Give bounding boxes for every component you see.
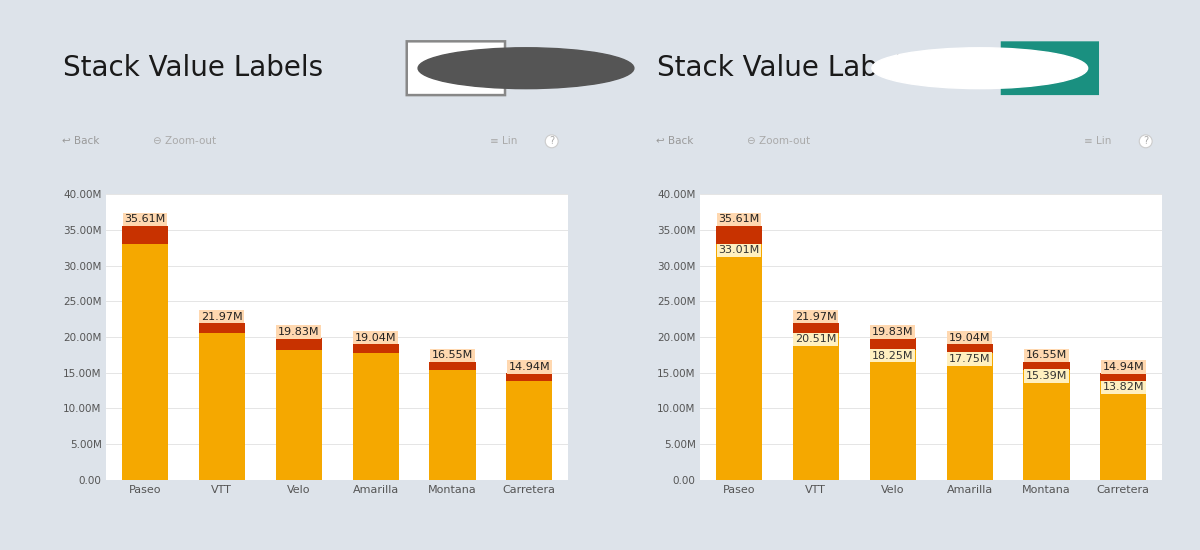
Text: 20.51M: 20.51M [796, 334, 836, 344]
Bar [870, 350, 916, 480]
Text: ⊖ Zoom-out: ⊖ Zoom-out [748, 136, 810, 146]
Text: On: On [1022, 59, 1050, 77]
Text: ↩ Back: ↩ Back [656, 136, 694, 146]
Bar [870, 338, 916, 350]
Text: 21.97M: 21.97M [200, 312, 242, 322]
Text: 14.94M: 14.94M [1103, 362, 1144, 372]
Text: 19.04M: 19.04M [355, 333, 396, 343]
Bar [430, 370, 475, 480]
Text: 19.83M: 19.83M [278, 327, 319, 337]
Bar [353, 353, 398, 480]
Bar [1100, 381, 1146, 480]
Text: ?: ? [550, 136, 554, 146]
Bar [793, 323, 839, 333]
Text: Stack Value Labels: Stack Value Labels [656, 54, 917, 82]
Text: 14.94M: 14.94M [509, 362, 550, 372]
Text: Stack Value Labels: Stack Value Labels [62, 54, 323, 82]
Text: 18.25M: 18.25M [872, 350, 913, 361]
Bar [353, 344, 398, 353]
Text: 35.61M: 35.61M [719, 214, 760, 224]
Bar [947, 344, 992, 353]
Bar [199, 323, 245, 333]
Text: 16.55M: 16.55M [1026, 350, 1067, 360]
Bar [276, 350, 322, 480]
Bar [506, 381, 552, 480]
Bar [122, 244, 168, 480]
Text: 21.97M: 21.97M [794, 312, 836, 322]
Bar [793, 333, 839, 480]
Text: 19.04M: 19.04M [949, 333, 990, 343]
Text: 15.39M: 15.39M [1026, 371, 1067, 381]
Bar [122, 226, 168, 244]
Bar [506, 373, 552, 381]
Text: ≡ Lin: ≡ Lin [1085, 136, 1111, 146]
Circle shape [418, 48, 634, 89]
Text: ↩ Back: ↩ Back [62, 136, 100, 146]
Text: ?: ? [1144, 136, 1148, 146]
Bar [947, 353, 992, 480]
Text: 33.01M: 33.01M [719, 245, 760, 255]
Bar [276, 338, 322, 350]
Bar [716, 244, 762, 480]
Bar [716, 226, 762, 244]
FancyBboxPatch shape [407, 41, 505, 95]
Bar [1100, 373, 1146, 381]
Text: 13.82M: 13.82M [1103, 382, 1144, 392]
Text: Off: Off [456, 59, 482, 77]
FancyBboxPatch shape [1001, 41, 1099, 95]
Circle shape [872, 48, 1087, 89]
Text: 16.55M: 16.55M [432, 350, 473, 360]
Bar [199, 333, 245, 480]
Bar [1024, 362, 1069, 370]
Text: ⊖ Zoom-out: ⊖ Zoom-out [154, 136, 216, 146]
Bar [430, 362, 475, 370]
Bar [1024, 370, 1069, 480]
Text: ≡ Lin: ≡ Lin [491, 136, 517, 146]
Text: 17.75M: 17.75M [949, 354, 990, 364]
Text: 35.61M: 35.61M [125, 214, 166, 224]
Text: 19.83M: 19.83M [872, 327, 913, 337]
